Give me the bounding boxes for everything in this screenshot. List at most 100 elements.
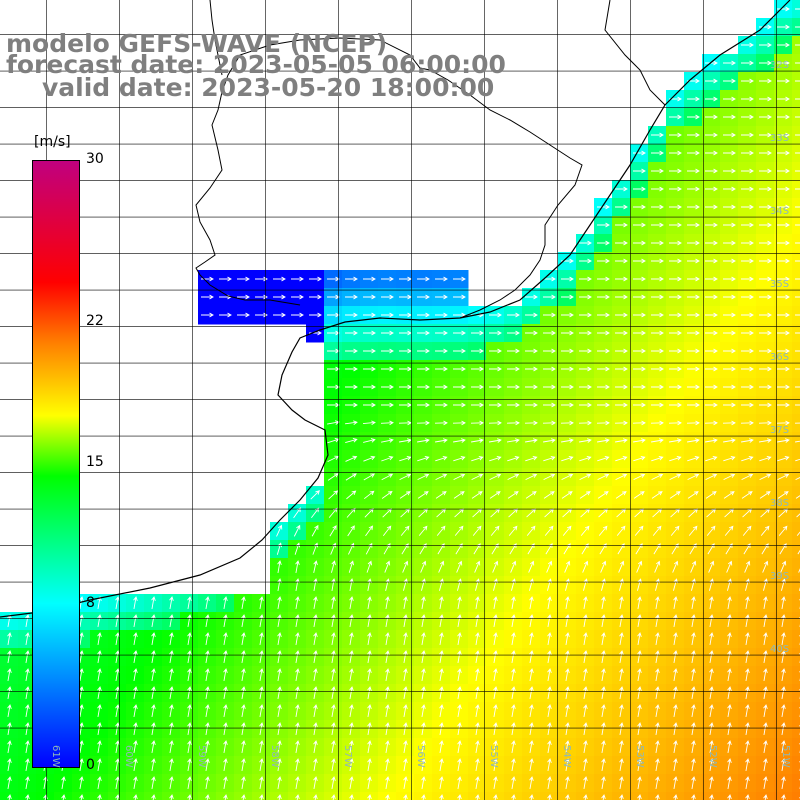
wind-arrow bbox=[669, 240, 682, 246]
wind-arrow bbox=[687, 455, 700, 462]
wind-arrow bbox=[705, 186, 718, 192]
wind-arrow bbox=[223, 794, 228, 800]
wind-cell bbox=[792, 540, 800, 559]
wind-arrow bbox=[457, 614, 462, 627]
wind-arrow bbox=[651, 258, 664, 264]
wind-arrow bbox=[471, 384, 484, 390]
wind-arrow bbox=[363, 384, 376, 390]
wind-arrow bbox=[25, 650, 30, 663]
wind-arrow bbox=[273, 312, 286, 318]
wind-arrow bbox=[507, 402, 520, 408]
wind-arrow bbox=[615, 240, 628, 246]
wind-arrow bbox=[547, 776, 552, 789]
latitude-label: 37S bbox=[770, 425, 790, 437]
wind-arrow bbox=[151, 704, 156, 717]
wind-arrow bbox=[511, 578, 516, 591]
wind-arrow bbox=[328, 490, 339, 500]
wind-arrow bbox=[673, 776, 678, 789]
wind-arrow bbox=[201, 312, 214, 318]
wind-arrow bbox=[187, 794, 192, 800]
wind-arrow bbox=[669, 204, 682, 210]
wind-arrow bbox=[687, 294, 700, 300]
wind-arrow bbox=[223, 758, 228, 771]
wind-arrow bbox=[529, 632, 534, 645]
wind-arrow bbox=[489, 402, 502, 408]
wind-arrow bbox=[633, 491, 645, 499]
wind-arrow bbox=[759, 114, 772, 120]
wind-arrow bbox=[597, 294, 610, 300]
wind-arrow bbox=[259, 758, 264, 771]
wind-arrow bbox=[435, 438, 448, 443]
wind-arrow bbox=[475, 704, 480, 717]
wind-arrow bbox=[364, 507, 374, 518]
wind-arrow bbox=[345, 455, 358, 462]
wind-arrow bbox=[727, 668, 732, 681]
wind-arrow bbox=[687, 312, 700, 318]
wind-arrow bbox=[745, 632, 750, 645]
wind-arrow bbox=[362, 420, 376, 426]
wind-arrow bbox=[363, 330, 376, 336]
wind-arrow bbox=[417, 402, 430, 408]
wind-arrow bbox=[237, 294, 250, 300]
wind-arrow bbox=[688, 525, 698, 536]
wind-arrow bbox=[421, 650, 426, 663]
wind-arrow bbox=[403, 614, 408, 627]
wind-arrow bbox=[579, 455, 592, 462]
wind-arrow bbox=[687, 348, 700, 354]
wind-arrow bbox=[525, 473, 538, 481]
wind-arrow bbox=[471, 348, 484, 354]
wind-arrow bbox=[709, 650, 714, 663]
wind-arrow bbox=[421, 668, 426, 681]
wind-arrow bbox=[583, 578, 588, 591]
wind-arrow bbox=[543, 276, 556, 282]
wind-arrow bbox=[668, 420, 682, 426]
wind-arrow bbox=[457, 776, 462, 789]
wind-arrow bbox=[187, 740, 192, 753]
wind-arrow bbox=[169, 632, 174, 645]
wind-arrow bbox=[79, 776, 84, 789]
wind-arrow bbox=[759, 24, 772, 30]
wind-arrow bbox=[619, 704, 624, 717]
wind-arrow bbox=[633, 402, 646, 408]
wind-arrow bbox=[597, 258, 610, 264]
wind-arrow bbox=[295, 632, 300, 645]
wind-arrow bbox=[169, 758, 174, 771]
wind-arrow bbox=[579, 330, 592, 336]
wind-arrow bbox=[633, 204, 646, 210]
wind-arrow bbox=[795, 188, 800, 190]
wind-arrow bbox=[723, 276, 736, 282]
wind-arrow bbox=[169, 776, 174, 789]
wind-arrow bbox=[583, 632, 588, 645]
wind-arrow bbox=[759, 240, 772, 246]
wind-arrow bbox=[705, 276, 718, 282]
wind-arrow bbox=[745, 596, 750, 609]
wind-arrow bbox=[417, 491, 429, 499]
wind-arrow bbox=[583, 776, 588, 789]
wind-arrow bbox=[794, 422, 800, 424]
wind-arrow bbox=[327, 384, 340, 390]
wind-arrow bbox=[723, 78, 736, 84]
wind-arrow bbox=[705, 330, 718, 336]
wind-arrow bbox=[687, 473, 700, 481]
wind-arrow bbox=[543, 402, 556, 408]
latitude-label: 33S bbox=[770, 133, 790, 145]
wind-arrow bbox=[615, 258, 628, 264]
wind-arrow bbox=[349, 758, 354, 771]
wind-arrow bbox=[313, 632, 318, 645]
wind-arrow bbox=[691, 776, 696, 789]
wind-arrow bbox=[259, 650, 264, 663]
wind-arrow bbox=[169, 794, 174, 800]
wind-arrow bbox=[475, 578, 480, 591]
longitude-label: 53W bbox=[633, 745, 645, 768]
wind-arrow bbox=[511, 704, 516, 717]
wind-arrow bbox=[655, 776, 660, 789]
wind-arrow bbox=[331, 596, 336, 609]
wind-arrow bbox=[7, 632, 12, 645]
wind-arrow bbox=[133, 668, 138, 681]
wind-arrow bbox=[651, 222, 664, 228]
wind-arrow bbox=[313, 578, 318, 591]
wind-arrow bbox=[777, 114, 790, 120]
wind-arrow bbox=[277, 794, 282, 800]
wind-arrow bbox=[403, 650, 408, 663]
wind-arrow bbox=[597, 455, 610, 462]
